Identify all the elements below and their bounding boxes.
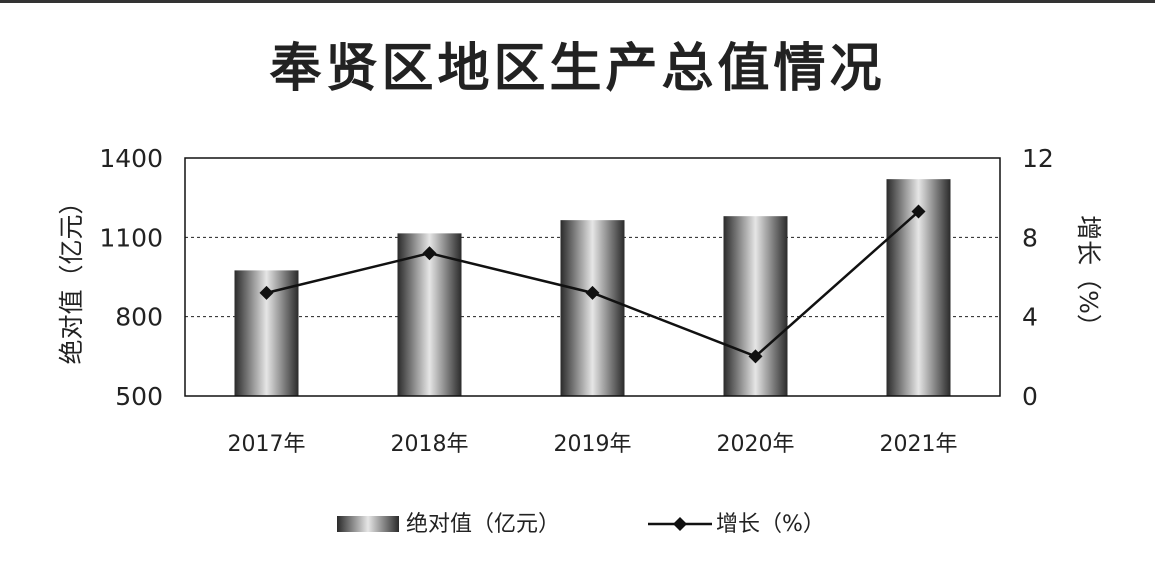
y-left-tick-label: 1400 [99,144,163,173]
legend-line-label: 增长（%） [716,512,825,537]
x-category-label: 2020年 [717,432,795,457]
y-left-tick-label: 500 [115,382,163,411]
x-category-label: 2021年 [880,432,958,457]
y-right-axis-title: 增长（%） [1074,215,1103,339]
bar [723,216,788,396]
chart-title: 奉贤区地区生产总值情况 [269,39,886,99]
y-right-tick-label: 0 [1022,382,1038,411]
bar [560,220,625,396]
y-right-tick-label: 12 [1022,144,1054,173]
growth-point [259,285,274,300]
x-category-label: 2017年 [228,432,306,457]
y-right-tick-label: 4 [1022,303,1038,332]
y-left-tick-label: 800 [115,303,163,332]
growth-point [748,349,763,364]
growth-point [422,246,437,261]
growth-point [911,204,926,219]
y-left-axis-title: 绝对值（亿元） [57,189,86,364]
x-category-label: 2018年 [391,432,469,457]
legend-line-marker [673,517,687,531]
legend-bar-label: 绝对值（亿元） [406,512,560,537]
growth-point [585,285,600,300]
plot-frame [184,157,1001,397]
y-right-tick-label: 8 [1022,223,1038,252]
y-left-tick-label: 1100 [99,223,163,252]
x-category-label: 2019年 [554,432,632,457]
bar [397,233,462,396]
legend-bar-swatch [337,516,399,532]
top-rule [0,0,1155,3]
